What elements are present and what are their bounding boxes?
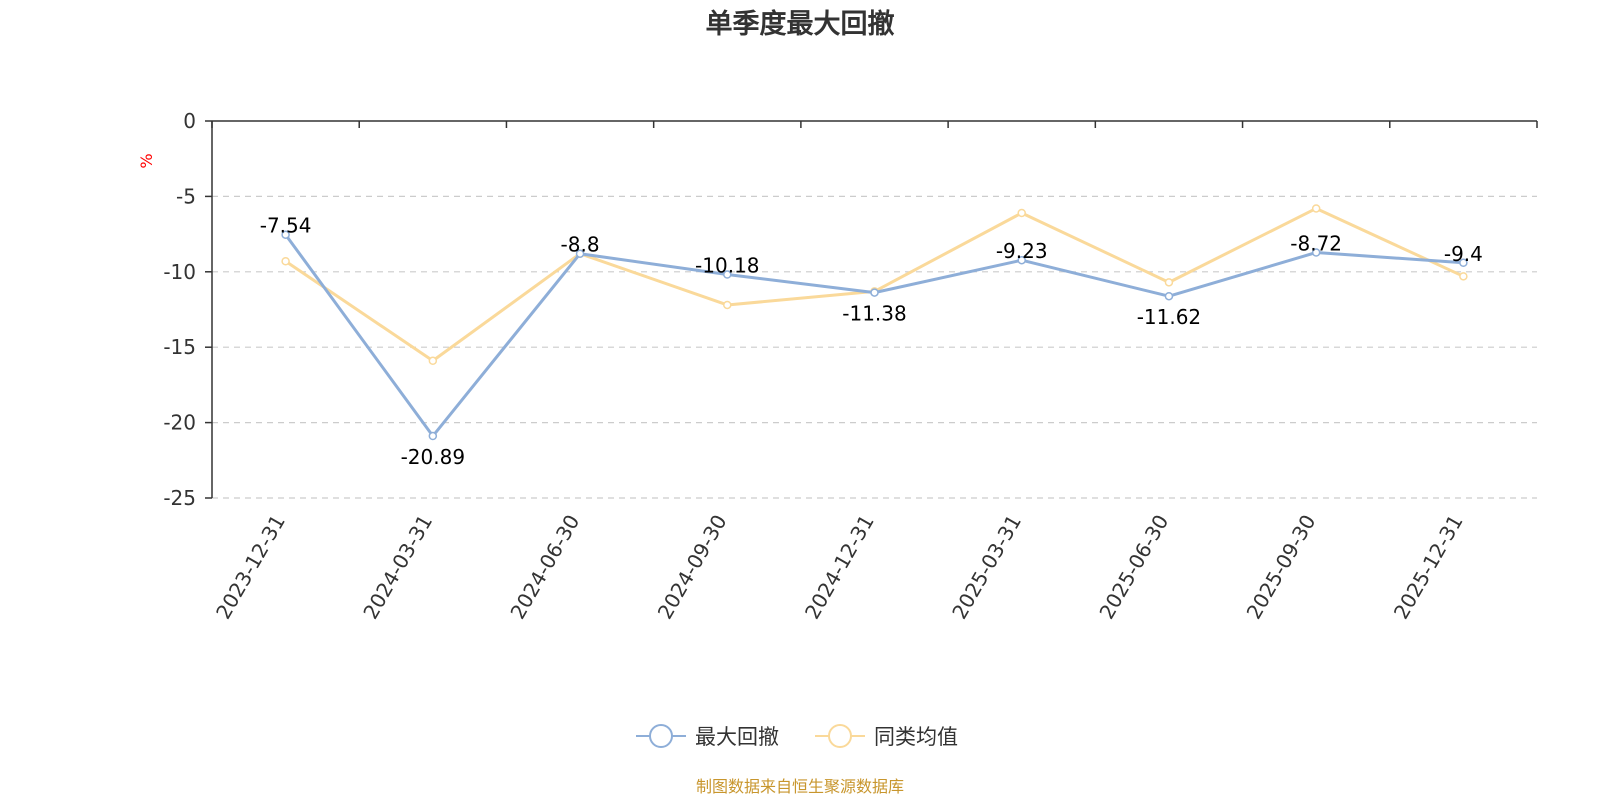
data-labels: -7.54 -20.89 -8.8 -10.18 -11.38 -9.23 -11.62 -8… <box>260 214 1483 469</box>
x-tick-label: 2024-09-30 <box>653 511 732 624</box>
y-axis-ticks: 0 -5 -10 -15 -20 -25 <box>163 109 212 510</box>
series-line-1 <box>284 206 1465 363</box>
x-tick-label: 2024-03-31 <box>358 511 437 624</box>
y-tick-label: -20 <box>163 411 196 435</box>
legend-marker-0 <box>649 724 673 748</box>
data-label: -11.62 <box>1137 305 1201 329</box>
series-point-0 <box>1459 258 1468 268</box>
legend-marker-1 <box>828 724 852 748</box>
series-point-1 <box>1017 208 1026 218</box>
x-tick-label: 2024-12-31 <box>800 511 879 624</box>
data-label: -20.89 <box>401 445 465 469</box>
series-point-1 <box>1459 272 1468 281</box>
series-point-1 <box>281 256 290 266</box>
y-tick-label: -15 <box>163 335 196 359</box>
series-layer <box>281 204 1468 441</box>
y-tick-label: -5 <box>176 184 196 208</box>
series-point-1 <box>1164 278 1174 287</box>
series-point-1 <box>1311 204 1321 213</box>
data-label: -8.8 <box>561 233 600 257</box>
y-tick-label: -25 <box>163 486 196 510</box>
series-point-1 <box>428 356 438 366</box>
chart-title: 单季度最大回撤 <box>706 8 895 40</box>
x-tick-label: 2024-06-30 <box>505 511 584 624</box>
series-point-0 <box>1017 255 1026 265</box>
series-line-0 <box>284 233 1464 438</box>
legend[interactable]: 最大回撤 同类均值 <box>636 724 958 749</box>
series-point-0 <box>1164 291 1174 301</box>
legend-label-1: 同类均值 <box>874 725 958 749</box>
series-point-1 <box>723 300 732 310</box>
x-tick-label: 2023-12-31 <box>211 511 290 624</box>
legend-label-0: 最大回撤 <box>695 725 779 749</box>
data-label: -7.54 <box>260 214 312 238</box>
y-axis-unit-label: % <box>137 153 156 168</box>
x-tick-label: 2025-06-30 <box>1094 511 1173 624</box>
axes <box>211 120 1537 498</box>
data-label: -9.23 <box>996 239 1048 263</box>
grid-lines <box>212 195 1537 499</box>
series-point-0 <box>575 249 585 258</box>
data-label: -11.38 <box>842 302 906 326</box>
series-point-0 <box>1311 248 1321 257</box>
source-note: 制图数据来自恒生聚源数据库 <box>696 777 904 796</box>
x-tick-label: 2025-09-30 <box>1242 511 1321 624</box>
series-point-0 <box>870 288 879 297</box>
y-tick-label: -10 <box>163 260 196 284</box>
x-tick-label: 2025-03-31 <box>947 510 1026 623</box>
series-point-0 <box>428 431 438 441</box>
data-label: -10.18 <box>695 254 759 278</box>
data-label: -8.72 <box>1290 231 1342 255</box>
x-tick-label: 2025-12-31 <box>1389 511 1468 624</box>
data-label: -9.4 <box>1444 242 1483 266</box>
series-point-0 <box>281 230 290 239</box>
y-tick-label: 0 <box>183 109 196 133</box>
series-point-0 <box>723 270 732 279</box>
